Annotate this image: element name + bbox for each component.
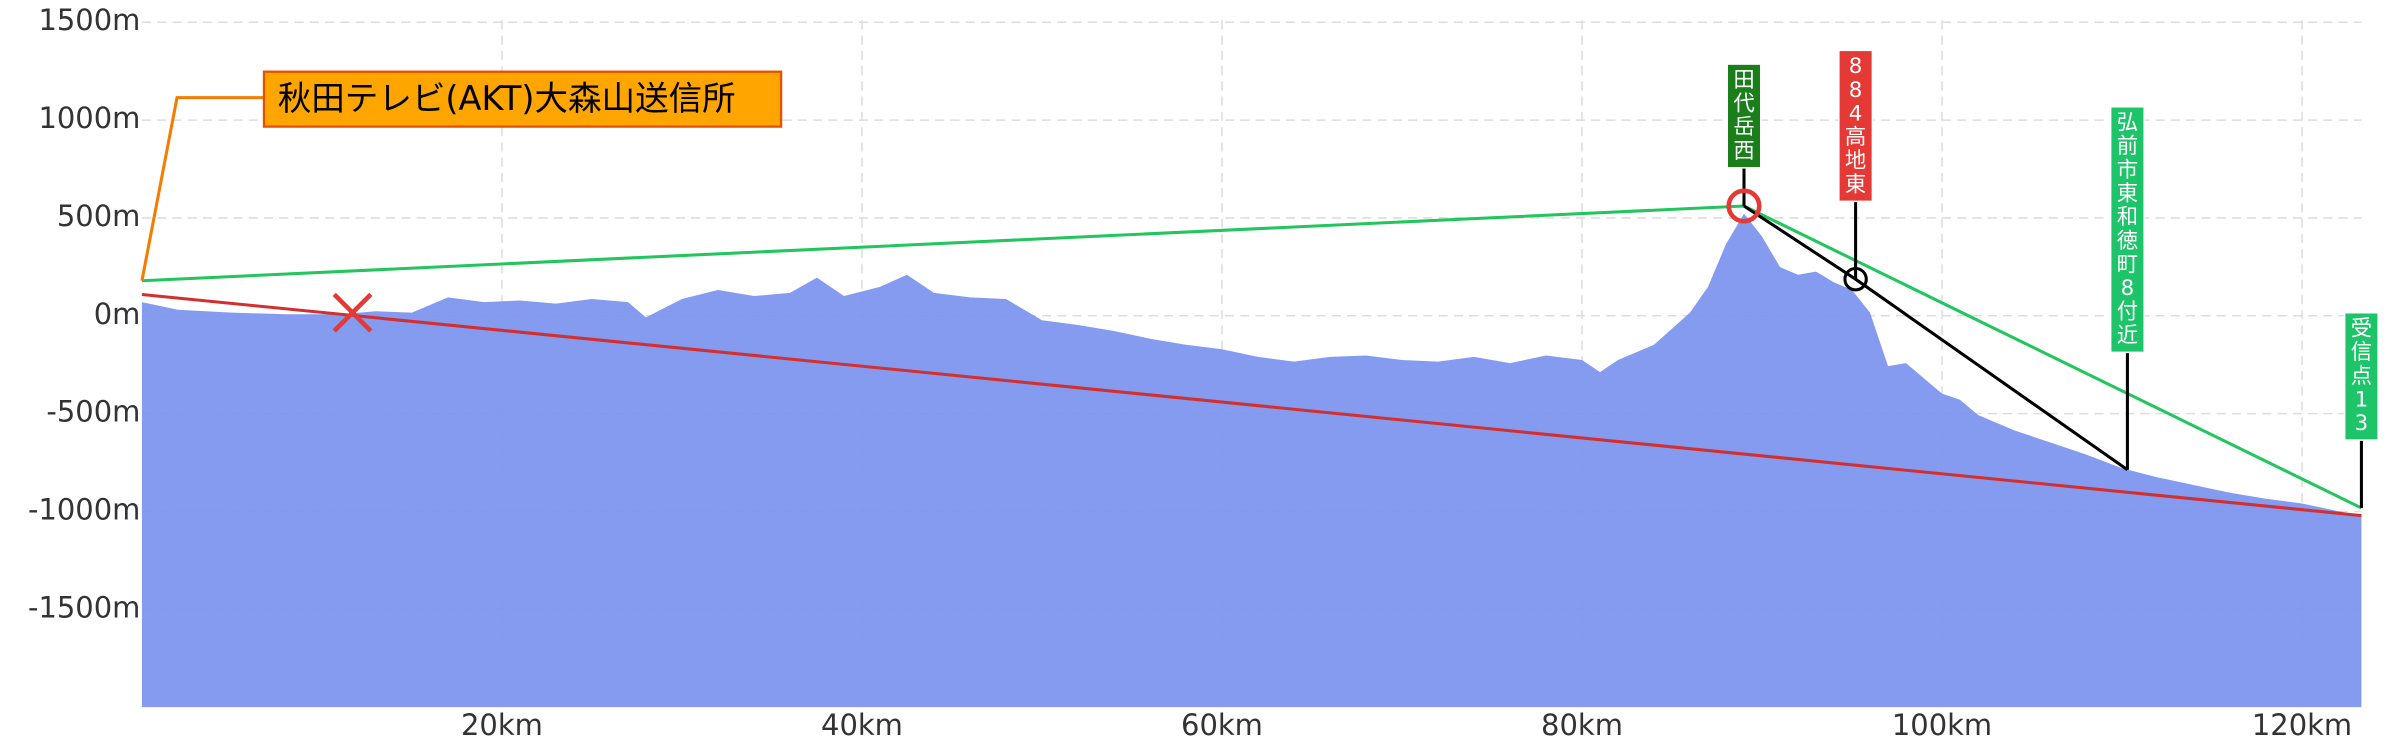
y-tick-label: -500m xyxy=(46,395,140,429)
y-tick-label: 500m xyxy=(57,199,141,233)
x-tick-label: 100km xyxy=(1892,708,1992,742)
annotation-box xyxy=(2109,106,2145,354)
annotation-box xyxy=(2343,311,2379,441)
annotation-connector xyxy=(140,96,264,282)
marker xyxy=(1726,188,1762,224)
x-tick-label: 120km xyxy=(2252,708,2352,742)
x-tick-label: 40km xyxy=(821,708,903,742)
annotation-box xyxy=(1726,63,1762,169)
annotation-box xyxy=(1838,49,1874,203)
terrain-area xyxy=(141,213,2362,708)
annotation-label: 8 8 4 高地東 xyxy=(1845,54,1866,197)
annotation-box xyxy=(262,70,783,128)
x-tick-label: 20km xyxy=(461,708,543,742)
x-tick-label: 60km xyxy=(1181,708,1263,742)
x-tick-label: 80km xyxy=(1541,708,1623,742)
annotation-label: 受信点 1 3 xyxy=(2351,316,2372,436)
sight-line xyxy=(141,292,2362,518)
annotation-label: 田代岳西 xyxy=(1733,68,1754,164)
y-tick-label: 1000m xyxy=(38,101,140,135)
y-tick-label: 0m xyxy=(94,297,141,331)
y-tick-label: 1500m xyxy=(38,3,140,37)
marker xyxy=(1843,266,1868,292)
y-tick-label: -1500m xyxy=(28,590,140,624)
y-tick-label: -1000m xyxy=(28,492,140,526)
annotation-label: 秋田テレビ(AKT)大森山送信所 xyxy=(278,79,736,118)
marker xyxy=(332,292,373,333)
annotation-label: 弘前市東和徳町 8 付近 xyxy=(2117,111,2138,349)
